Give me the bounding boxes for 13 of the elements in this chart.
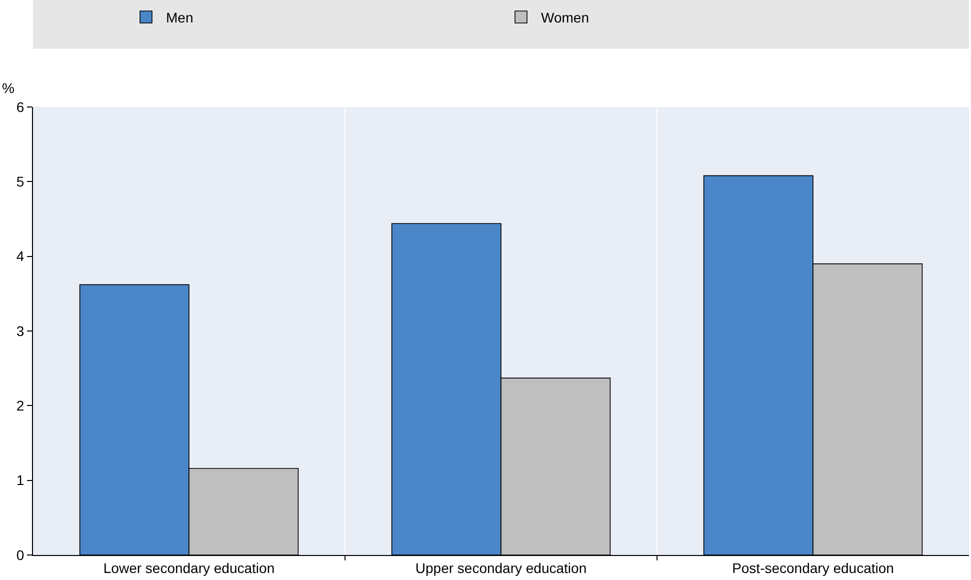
y-tick-label: 1 bbox=[16, 472, 24, 488]
legend-label: Women bbox=[541, 9, 589, 26]
y-tick-label: 5 bbox=[16, 174, 24, 190]
y-axis-title: % bbox=[2, 80, 14, 96]
y-tick-label: 2 bbox=[16, 398, 24, 414]
y-tick-label: 3 bbox=[16, 322, 24, 339]
x-tick-label: Upper secondary education bbox=[415, 560, 587, 576]
y-tick-label: 0 bbox=[16, 546, 24, 563]
y-tick-label: 6 bbox=[16, 98, 24, 115]
x-tick-label: Post-secondary education bbox=[732, 560, 894, 576]
x-tick-label: Lower secondary education bbox=[103, 560, 275, 576]
y-tick-label: 4 bbox=[16, 248, 24, 264]
legend-label: Men bbox=[166, 9, 194, 26]
